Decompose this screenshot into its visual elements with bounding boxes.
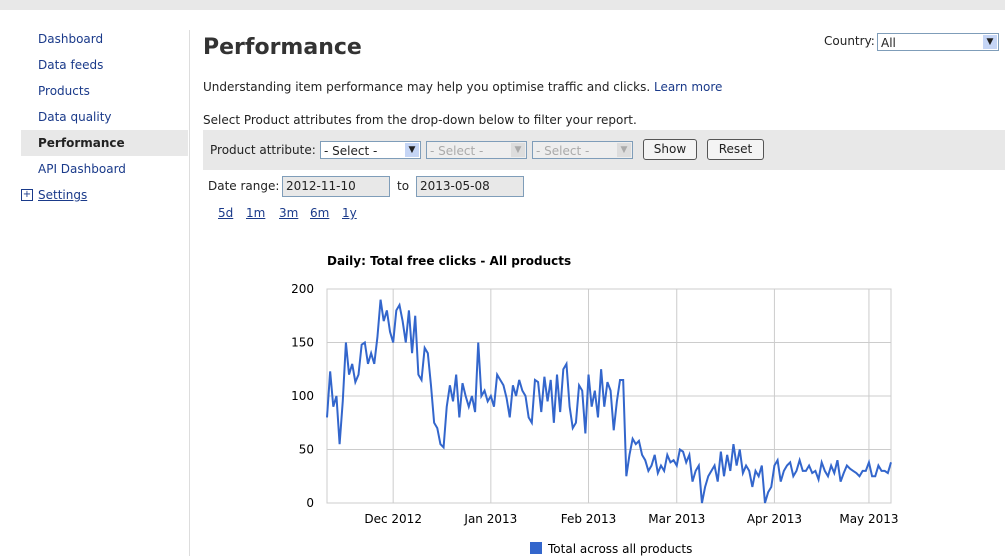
period-link[interactable]: 5d [218, 206, 234, 220]
select-value: - Select - [430, 144, 484, 158]
nav-item[interactable]: Data feeds [38, 58, 104, 72]
series-line [326, 299, 892, 504]
nav-item[interactable]: Products [38, 84, 90, 98]
select-arrow: ▼ [405, 143, 419, 157]
nav-active-bg [21, 130, 188, 156]
date-from[interactable]: 2012-11-10 [282, 176, 390, 197]
sidebar-divider [189, 30, 190, 556]
legend-label: Total across all products [547, 542, 692, 556]
filter-label: Product attribute: [210, 143, 316, 157]
nav-item[interactable]: Settings [38, 188, 88, 202]
plot-border [326, 288, 892, 504]
intro: Understanding item performance may help … [203, 80, 722, 94]
attribute-select[interactable]: - Select - ▼ [532, 141, 633, 159]
button[interactable]: Show [643, 139, 697, 160]
intro-text: Understanding item performance may help … [203, 80, 651, 94]
x-tick-label: Mar 2013 [648, 512, 705, 526]
y-tick-label: 150 [291, 336, 314, 350]
period-link[interactable]: 1m [246, 206, 266, 220]
period-link[interactable]: 1y [342, 206, 357, 220]
nav-item[interactable]: Performance [38, 136, 125, 150]
nav-item[interactable]: Data quality [38, 110, 112, 124]
learn-more[interactable]: Learn more [653, 80, 723, 94]
nav-item[interactable]: API Dashboard [38, 162, 126, 176]
x-tick-label: Apr 2013 [747, 512, 802, 526]
x-tick-label: May 2013 [839, 512, 898, 526]
page-title: Performance [203, 35, 362, 60]
legend-swatch [530, 542, 542, 554]
attribute-select[interactable]: - Select - ▼ [426, 141, 527, 159]
expand-icon[interactable]: + [21, 189, 33, 201]
y-tick-label: 0 [306, 496, 314, 510]
y-tick-label: 50 [299, 443, 314, 457]
country-label: Country: [824, 34, 875, 48]
period-link[interactable]: 3m [279, 206, 299, 220]
nav-item[interactable]: Dashboard [38, 32, 104, 46]
x-tick-label: Jan 2013 [463, 512, 517, 526]
country-value: All [881, 36, 896, 50]
date-label: Date range: [208, 179, 280, 193]
date-to-label: to [397, 179, 410, 193]
x-tick-label: Dec 2012 [364, 512, 422, 526]
attribute-select[interactable]: - Select - ▼ [320, 141, 421, 159]
select-arrow: ▼ [511, 143, 525, 157]
chart-title: Daily: Total free clicks - All products [327, 254, 571, 268]
top-bar [0, 0, 1005, 10]
select-arrow: ▼ [617, 143, 631, 157]
date-to[interactable]: 2013-05-08 [416, 176, 524, 197]
x-tick-label: Feb 2013 [561, 512, 617, 526]
select-value: - Select - [536, 144, 590, 158]
button[interactable]: Reset [707, 139, 764, 160]
y-tick-label: 200 [291, 282, 314, 296]
country-select[interactable]: All ▼ [877, 33, 999, 51]
period-link[interactable]: 6m [310, 206, 330, 220]
filter-instruction: Select Product attributes from the drop-… [203, 113, 637, 127]
select-value: - Select - [324, 144, 378, 158]
y-tick-label: 100 [291, 389, 314, 403]
